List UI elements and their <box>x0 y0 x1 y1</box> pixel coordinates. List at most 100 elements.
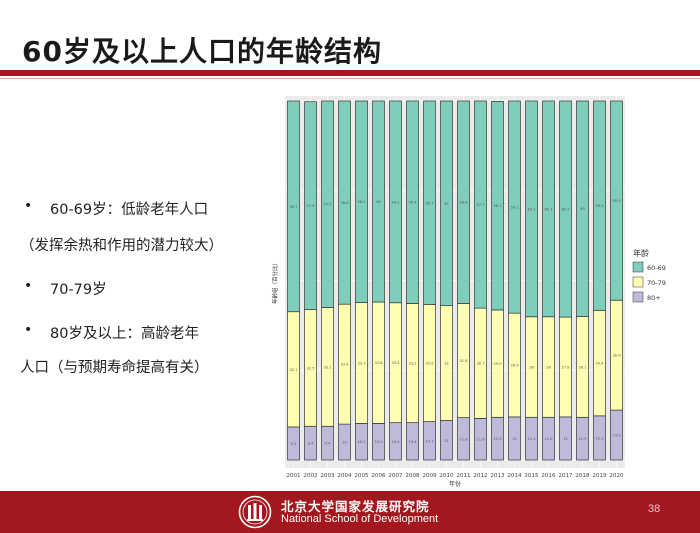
bar-segment-60-69 <box>406 100 419 304</box>
x-tick-label: 2001 <box>286 473 301 479</box>
bullet-text: 70-79岁 <box>50 282 107 298</box>
data-label: 28 <box>546 366 551 370</box>
x-tick-label: 2010 <box>439 473 454 479</box>
bullet-text: 60-69岁：低龄老年人口 <box>50 202 209 218</box>
data-label: 60.1 <box>527 207 535 211</box>
data-label: 33.1 <box>323 365 331 369</box>
footer-bar: 北京大学国家发展研究院 National School of Developme… <box>0 491 700 533</box>
data-label: 30.6 <box>612 354 621 358</box>
bullet-text: 人口（与预期寿命提高有关） <box>20 360 209 376</box>
x-tick-label: 2019 <box>592 473 607 479</box>
data-label: 11.9 <box>578 437 587 441</box>
bullet-continuation: （发挥余热和作用的潜力较大） <box>20 234 223 255</box>
x-tick-label: 2004 <box>337 473 352 479</box>
bar-segment-60-69 <box>610 100 623 301</box>
data-label: 32.6 <box>425 362 434 366</box>
x-tick-label: 2020 <box>609 473 624 479</box>
data-label: 60.1 <box>544 207 552 211</box>
legend-label: 60-69 <box>647 264 666 272</box>
data-label: 12.3 <box>595 436 603 440</box>
data-label: 12 <box>563 437 568 441</box>
data-label: 10.4 <box>408 440 417 444</box>
bar-segment-60-69 <box>457 100 470 304</box>
data-label: 11 <box>444 439 449 443</box>
data-label: 57.5 <box>323 203 331 207</box>
data-label: 60.2 <box>561 208 569 212</box>
bar-segment-60-69 <box>423 100 436 305</box>
x-tick-label: 2018 <box>575 473 590 479</box>
data-label: 55.5 <box>612 199 620 203</box>
bar-segment-60-69 <box>576 100 589 317</box>
data-label: 56.4 <box>459 201 468 205</box>
title-rule-thin <box>0 78 700 79</box>
plot-panel <box>285 96 625 468</box>
data-label: 59.1 <box>510 206 518 210</box>
data-label: 31.8 <box>459 359 468 363</box>
x-tick-label: 2016 <box>541 473 556 479</box>
bar-segment-60-69 <box>355 100 368 303</box>
data-label: 28.9 <box>510 364 519 368</box>
data-label: 58.1 <box>493 204 501 208</box>
data-label: 10.2 <box>374 440 382 444</box>
legend-swatch <box>632 291 644 303</box>
bar-segment-60-69 <box>440 100 453 306</box>
bar-segment-60-69 <box>372 100 385 303</box>
legend-swatch <box>632 276 644 288</box>
bar-segment-60-69 <box>542 100 555 318</box>
page-number: 38 <box>648 503 661 515</box>
x-axis-label: 年份 <box>449 480 461 488</box>
footer-org-en: National School of Development <box>281 513 439 525</box>
data-label: 58.3 <box>595 204 603 208</box>
x-tick-label: 2015 <box>524 473 539 479</box>
x-tick-label: 2002 <box>303 473 317 479</box>
data-label: 10.7 <box>425 439 433 443</box>
bar-segment-60-69 <box>508 100 521 314</box>
bullet-dot: • <box>24 198 33 214</box>
bar-segment-60-69 <box>559 100 572 318</box>
bullet-continuation: 人口（与预期寿命提高有关） <box>20 356 209 377</box>
data-label: 29.4 <box>595 362 604 366</box>
data-label: 32.1 <box>289 368 297 372</box>
legend-label: 70-79 <box>647 279 666 287</box>
data-label: 57.9 <box>306 204 315 208</box>
bullet-dot: • <box>24 278 33 294</box>
x-tick-label: 2003 <box>320 473 335 479</box>
bar-segment-60-69 <box>389 100 402 304</box>
x-tick-label: 2013 <box>490 473 505 479</box>
legend-swatch <box>632 261 644 273</box>
x-tick-label: 2011 <box>456 473 471 479</box>
data-label: 33.7 <box>357 361 365 365</box>
data-label: 11.8 <box>459 437 468 441</box>
bar-segment-60-69 <box>525 100 538 318</box>
legend-label: 80+ <box>647 294 661 302</box>
bar-segment-60-69 <box>287 100 300 313</box>
data-label: 9.2 <box>291 442 297 446</box>
chart-container: 9.2 32.1 58.7 2001 9.4 32.5 57.9 2002 9.4 33.1 57.… <box>265 88 695 488</box>
slide-title: 60岁及以上人口的年龄结构 <box>22 35 382 68</box>
data-label: 9.4 <box>308 442 314 446</box>
title-rule <box>0 70 700 76</box>
data-label: 30.7 <box>476 362 484 366</box>
data-label: 57 <box>444 202 449 206</box>
data-label: 56.4 <box>408 201 417 205</box>
bar-segment-60-69 <box>321 100 334 308</box>
data-label: 9.4 <box>325 442 331 446</box>
data-label: 29.9 <box>493 362 502 366</box>
x-tick-label: 2009 <box>422 473 437 479</box>
footer-org-cn: 北京大学国家发展研究院 <box>281 499 430 514</box>
bar-segment-60-69 <box>304 101 317 310</box>
data-label: 10.2 <box>357 440 365 444</box>
data-label: 33.4 <box>340 363 349 367</box>
data-label: 10 <box>342 441 347 445</box>
data-label: 56.6 <box>340 201 349 205</box>
x-tick-label: 2008 <box>405 473 420 479</box>
data-label: 56.7 <box>425 201 433 205</box>
x-tick-label: 2005 <box>354 473 369 479</box>
x-tick-label: 2006 <box>371 473 386 479</box>
data-label: 33.2 <box>408 362 416 366</box>
data-label: 12 <box>512 437 517 441</box>
bar-segment-60-69 <box>593 100 606 311</box>
data-label: 32 <box>444 362 449 366</box>
data-label: 27.8 <box>561 366 570 370</box>
data-label: 58.7 <box>289 205 297 209</box>
